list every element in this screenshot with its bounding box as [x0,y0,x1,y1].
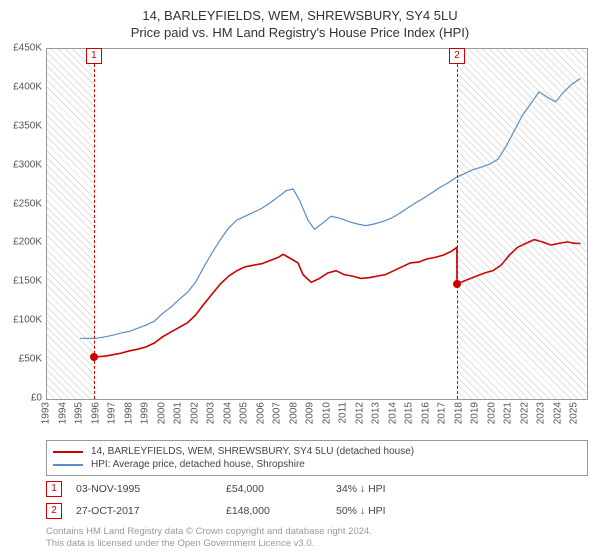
x-tick-label: 2022 [519,402,530,424]
extrapolation-hatch [47,49,94,399]
sales-data-block: 1 03-NOV-1995£54,00034% ↓ HPI 2 27-OCT-2017… [46,478,456,522]
x-tick-label: 2004 [222,402,233,424]
y-tick-label: £450K [13,43,42,54]
legend-label: 14, BARLEYFIELDS, WEM, SHREWSBURY, SY4 5… [91,446,414,457]
y-tick-label: £400K [13,81,42,92]
x-tick-label: 2001 [173,402,184,424]
x-tick-label: 1996 [90,402,101,424]
legend-label: HPI: Average price, detached house, Shro… [91,459,305,470]
footer-line-2: This data is licensed under the Open Gov… [46,538,372,550]
y-tick-label: £300K [13,159,42,170]
y-tick-label: £200K [13,237,42,248]
sale-price: £148,000 [226,505,336,517]
y-tick-label: £100K [13,315,42,326]
sale-data-row: 2 27-OCT-2017£148,00050% ↓ HPI [46,500,456,522]
x-tick-label: 2025 [569,402,580,424]
x-tick-label: 2008 [288,402,299,424]
x-tick-label: 2016 [420,402,431,424]
chart-container: 14, BARLEYFIELDS, WEM, SHREWSBURY, SY4 5… [0,0,600,560]
x-tick-label: 2009 [305,402,316,424]
sale-marker-line [94,49,95,399]
x-tick-label: 2010 [321,402,332,424]
x-tick-label: 2011 [338,402,349,424]
sale-price: £54,000 [226,483,336,495]
sale-marker-line [457,49,458,399]
x-tick-label: 1997 [107,402,118,424]
y-tick-label: £250K [13,198,42,209]
extrapolation-hatch [457,49,587,399]
x-tick-label: 1993 [41,402,52,424]
x-tick-label: 1994 [57,402,68,424]
footer-line-1: Contains HM Land Registry data © Crown c… [46,526,372,538]
y-tick-label: £50K [19,354,42,365]
y-tick-label: £150K [13,276,42,287]
x-tick-label: 2002 [189,402,200,424]
sale-point-dot [90,353,98,361]
x-tick-label: 2014 [387,402,398,424]
x-tick-label: 2021 [503,402,514,424]
legend-swatch [53,451,83,453]
x-tick-label: 2018 [453,402,464,424]
sale-hpi-delta: 34% ↓ HPI [336,483,456,495]
x-tick-label: 2000 [156,402,167,424]
legend-item: HPI: Average price, detached house, Shro… [53,458,581,471]
sale-date: 03-NOV-1995 [76,483,226,495]
sale-marker-badge: 2 [449,48,465,64]
x-tick-label: 2020 [486,402,497,424]
sale-index-badge: 2 [46,503,62,519]
x-tick-label: 2007 [272,402,283,424]
sale-hpi-delta: 50% ↓ HPI [336,505,456,517]
x-tick-label: 1999 [140,402,151,424]
x-tick-label: 2015 [404,402,415,424]
x-tick-label: 2012 [354,402,365,424]
x-tick-label: 2019 [470,402,481,424]
legend-item: 14, BARLEYFIELDS, WEM, SHREWSBURY, SY4 5… [53,445,581,458]
sale-index-badge: 1 [46,481,62,497]
y-tick-label: £350K [13,120,42,131]
x-tick-label: 2003 [206,402,217,424]
footer-text: Contains HM Land Registry data © Crown c… [46,526,372,550]
chart-title-address: 14, BARLEYFIELDS, WEM, SHREWSBURY, SY4 5… [0,0,600,23]
plot-area: 12 [46,48,588,400]
sale-point-dot [453,280,461,288]
x-tick-label: 2006 [255,402,266,424]
x-tick-label: 2005 [239,402,250,424]
sale-data-row: 1 03-NOV-1995£54,00034% ↓ HPI [46,478,456,500]
legend: 14, BARLEYFIELDS, WEM, SHREWSBURY, SY4 5… [46,440,588,476]
chart-title-subtitle: Price paid vs. HM Land Registry's House … [0,23,600,46]
x-tick-label: 1998 [123,402,134,424]
x-tick-label: 1995 [74,402,85,424]
sale-date: 27-OCT-2017 [76,505,226,517]
x-tick-label: 2024 [552,402,563,424]
x-tick-label: 2023 [536,402,547,424]
x-tick-label: 2013 [371,402,382,424]
legend-swatch [53,464,83,466]
x-tick-label: 2017 [437,402,448,424]
sale-marker-badge: 1 [86,48,102,64]
